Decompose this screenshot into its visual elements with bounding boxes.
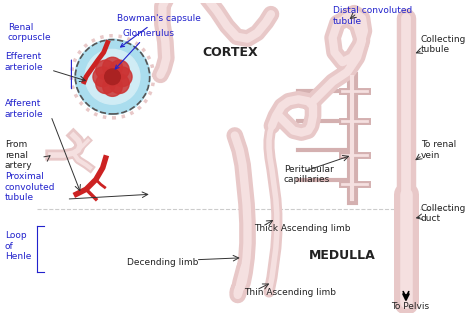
Text: To Pelvis: To Pelvis	[392, 302, 429, 311]
Circle shape	[109, 74, 129, 94]
Circle shape	[96, 60, 115, 80]
Text: Renal
corpuscle: Renal corpuscle	[8, 23, 52, 42]
Text: Peritubular
capillaries: Peritubular capillaries	[284, 165, 333, 184]
Text: Collecting
tubule: Collecting tubule	[420, 35, 466, 54]
Text: MEDULLA: MEDULLA	[309, 249, 376, 262]
Text: Efferent
arteriole: Efferent arteriole	[5, 52, 44, 72]
Text: To renal
vein: To renal vein	[420, 141, 456, 160]
Circle shape	[103, 57, 122, 77]
Text: Glomerulus: Glomerulus	[115, 29, 174, 69]
Circle shape	[96, 74, 115, 94]
Circle shape	[105, 69, 120, 85]
Text: Bowman's capsule: Bowman's capsule	[118, 14, 201, 47]
Circle shape	[93, 67, 112, 87]
Text: Thin Ascending limb: Thin Ascending limb	[245, 288, 337, 296]
Circle shape	[85, 49, 140, 104]
Text: CORTEX: CORTEX	[202, 46, 258, 59]
Circle shape	[112, 67, 132, 87]
Text: Afferent
arteriole: Afferent arteriole	[5, 100, 44, 119]
Circle shape	[109, 60, 129, 80]
Text: Collecting
duct: Collecting duct	[420, 204, 466, 223]
Circle shape	[103, 77, 122, 96]
Circle shape	[75, 40, 150, 114]
Text: Proximal
convoluted
tubule: Proximal convoluted tubule	[5, 173, 55, 202]
Text: From
renal
artery: From renal artery	[5, 140, 33, 170]
Text: Loop
of
Henle: Loop of Henle	[5, 231, 31, 261]
Text: Thick Ascending limb: Thick Ascending limb	[255, 224, 351, 233]
Text: Decending limb: Decending limb	[127, 258, 199, 267]
Text: Distal convoluted
tubule: Distal convoluted tubule	[333, 6, 412, 26]
